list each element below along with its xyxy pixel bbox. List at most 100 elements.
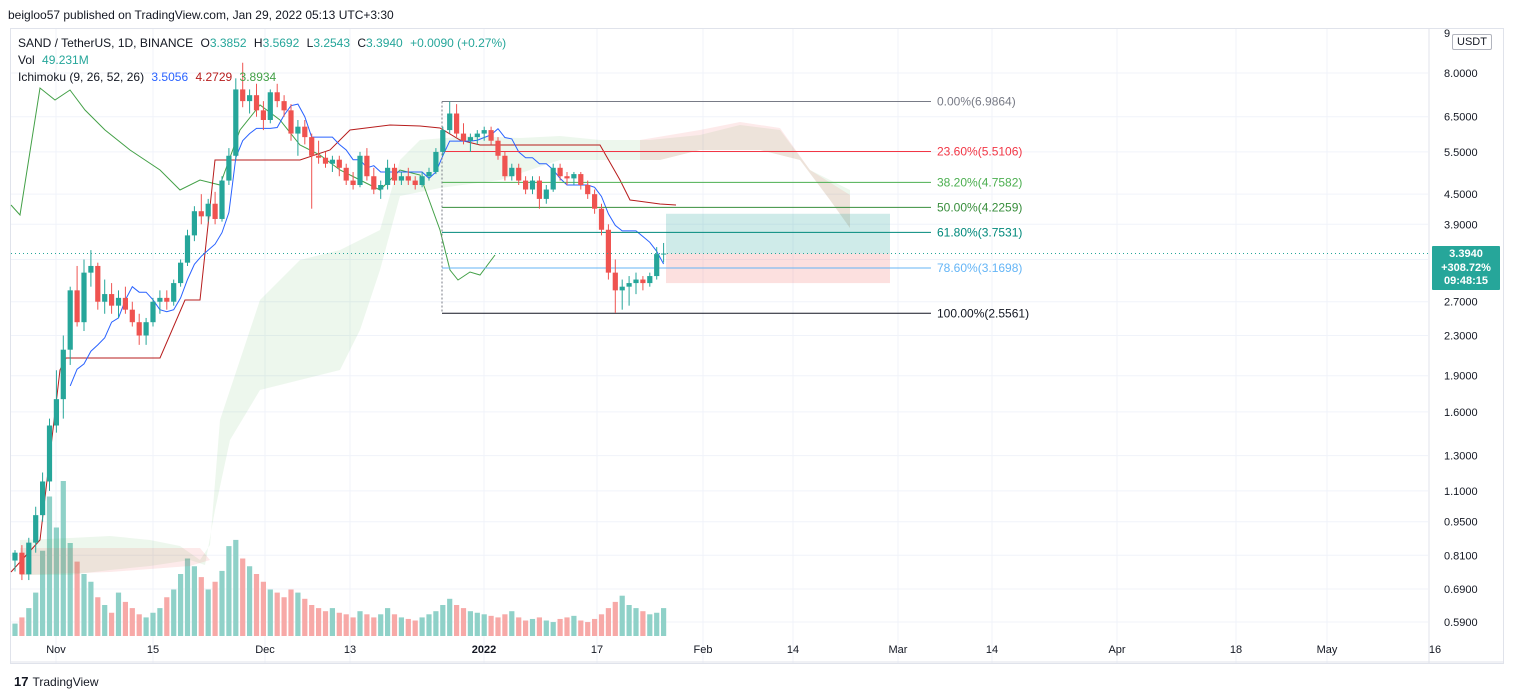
- x-tick-label: 16: [1429, 644, 1441, 656]
- footer-brand[interactable]: 17 TradingView: [14, 674, 99, 689]
- volume-bar: [19, 617, 25, 636]
- volume-bar: [226, 546, 232, 636]
- candle-body: [267, 92, 273, 120]
- candle-body: [460, 133, 467, 141]
- legend-ichimoku-base: 4.2729: [195, 70, 233, 84]
- x-tick-label: 18: [1230, 644, 1242, 656]
- ichimoku-cloud-bearish: [20, 548, 210, 575]
- volume-bar: [40, 550, 46, 636]
- y-tick-label: 8.0000: [1444, 68, 1478, 80]
- candle-body: [433, 151, 439, 172]
- x-tick-label: 14: [787, 644, 799, 656]
- candle-body: [385, 167, 391, 186]
- legend-high-value: 3.5692: [262, 36, 300, 50]
- volume-bar: [578, 620, 584, 636]
- legend-ohlc: SAND / TetherUS, 1D, BINANCE O3.3852 H3.…: [18, 36, 510, 50]
- last-price-badge: 3.3940 +308.72% 09:48:15: [1432, 246, 1500, 290]
- legend-ichimoku: Ichimoku (9, 26, 52, 26) 3.5056 4.2729 3…: [18, 70, 280, 84]
- candle-body: [171, 283, 177, 302]
- volume-bar: [592, 618, 598, 636]
- price-change-percent: +308.72%: [1441, 261, 1491, 274]
- candle-body: [557, 167, 563, 177]
- volume-bar: [523, 620, 529, 636]
- chart-frame: [10, 28, 1504, 664]
- candle-body: [536, 180, 542, 199]
- volume-bar: [198, 577, 204, 636]
- volume-bar: [288, 589, 294, 636]
- candle-body: [543, 189, 549, 199]
- volume-bar: [143, 617, 149, 636]
- x-tick-label: Nov: [46, 644, 66, 656]
- candle-body: [371, 176, 377, 190]
- candle-body: [419, 176, 425, 186]
- candle-body: [178, 262, 184, 284]
- currency-selector[interactable]: USDT: [1452, 34, 1492, 50]
- legend-close: C3.3940: [357, 36, 402, 50]
- candle-body: [19, 552, 25, 575]
- volume-bar: [33, 592, 39, 636]
- volume-bar: [322, 611, 329, 636]
- candle-body: [322, 157, 329, 164]
- position-profit-zone: [666, 213, 890, 254]
- candle-body: [509, 167, 515, 177]
- volume-bar: [378, 614, 384, 636]
- volume-bar: [191, 566, 197, 636]
- last-price: 3.3940: [1449, 248, 1483, 260]
- x-tick-label: May: [1317, 644, 1338, 656]
- candle-body: [164, 297, 170, 302]
- volume-bar: [619, 595, 625, 636]
- candle-body: [495, 140, 501, 156]
- volume-bar: [433, 611, 439, 636]
- y-tick-label: 2.7000: [1444, 297, 1478, 309]
- volume-bar: [74, 561, 80, 636]
- y-tick-label: 1.3000: [1444, 451, 1478, 463]
- candle-body: [88, 265, 94, 273]
- volume-bar: [295, 592, 301, 636]
- candle-body: [502, 155, 508, 177]
- x-tick-label: 15: [147, 644, 159, 656]
- volume-bar: [419, 617, 425, 636]
- y-tick-label: 2.3000: [1444, 330, 1478, 342]
- candle-body: [274, 92, 280, 102]
- volume-bar: [212, 581, 218, 636]
- candle-body: [81, 272, 87, 323]
- volume-bar: [612, 601, 618, 636]
- candle-body: [364, 155, 370, 177]
- legend-ichimoku-lagging: 3.8934: [239, 70, 277, 84]
- x-tick-label: Mar: [889, 644, 908, 656]
- candle-body: [198, 211, 204, 217]
- volume-bar: [454, 605, 460, 636]
- volume-bar: [605, 608, 611, 636]
- legend-high: H3.5692: [254, 36, 299, 50]
- volume-bar: [260, 581, 266, 636]
- volume-bar: [164, 597, 170, 636]
- volume-bar: [67, 543, 73, 636]
- volume-bar: [364, 614, 370, 636]
- candle-body: [53, 399, 59, 426]
- legend-low-label: L: [306, 36, 314, 50]
- volume-bar: [502, 614, 508, 636]
- candle-body: [488, 130, 494, 141]
- volume-bar: [336, 612, 342, 636]
- candle-body: [309, 137, 315, 156]
- ichimoku-base-line: [10, 124, 677, 573]
- volume-bar: [136, 614, 142, 636]
- candle-body: [454, 113, 460, 134]
- candle-body: [316, 155, 322, 158]
- volume-bar: [122, 601, 128, 636]
- volume-bar: [585, 622, 591, 636]
- candle-body: [647, 276, 653, 284]
- candle-body: [40, 481, 46, 516]
- volume-bar: [412, 620, 418, 636]
- legend-change: +0.0090 (+0.27%): [410, 36, 507, 50]
- volume-bar: [26, 608, 32, 636]
- candle-body: [129, 309, 135, 323]
- tradingview-logo-icon: 17: [14, 674, 29, 689]
- volume-bar: [640, 611, 646, 636]
- legend-ichimoku-conversion: 3.5056: [151, 70, 189, 84]
- candle-body: [474, 133, 480, 138]
- legend-open: O3.3852: [201, 36, 247, 50]
- volume-bar: [53, 527, 59, 636]
- legend-open-label: O: [200, 36, 210, 50]
